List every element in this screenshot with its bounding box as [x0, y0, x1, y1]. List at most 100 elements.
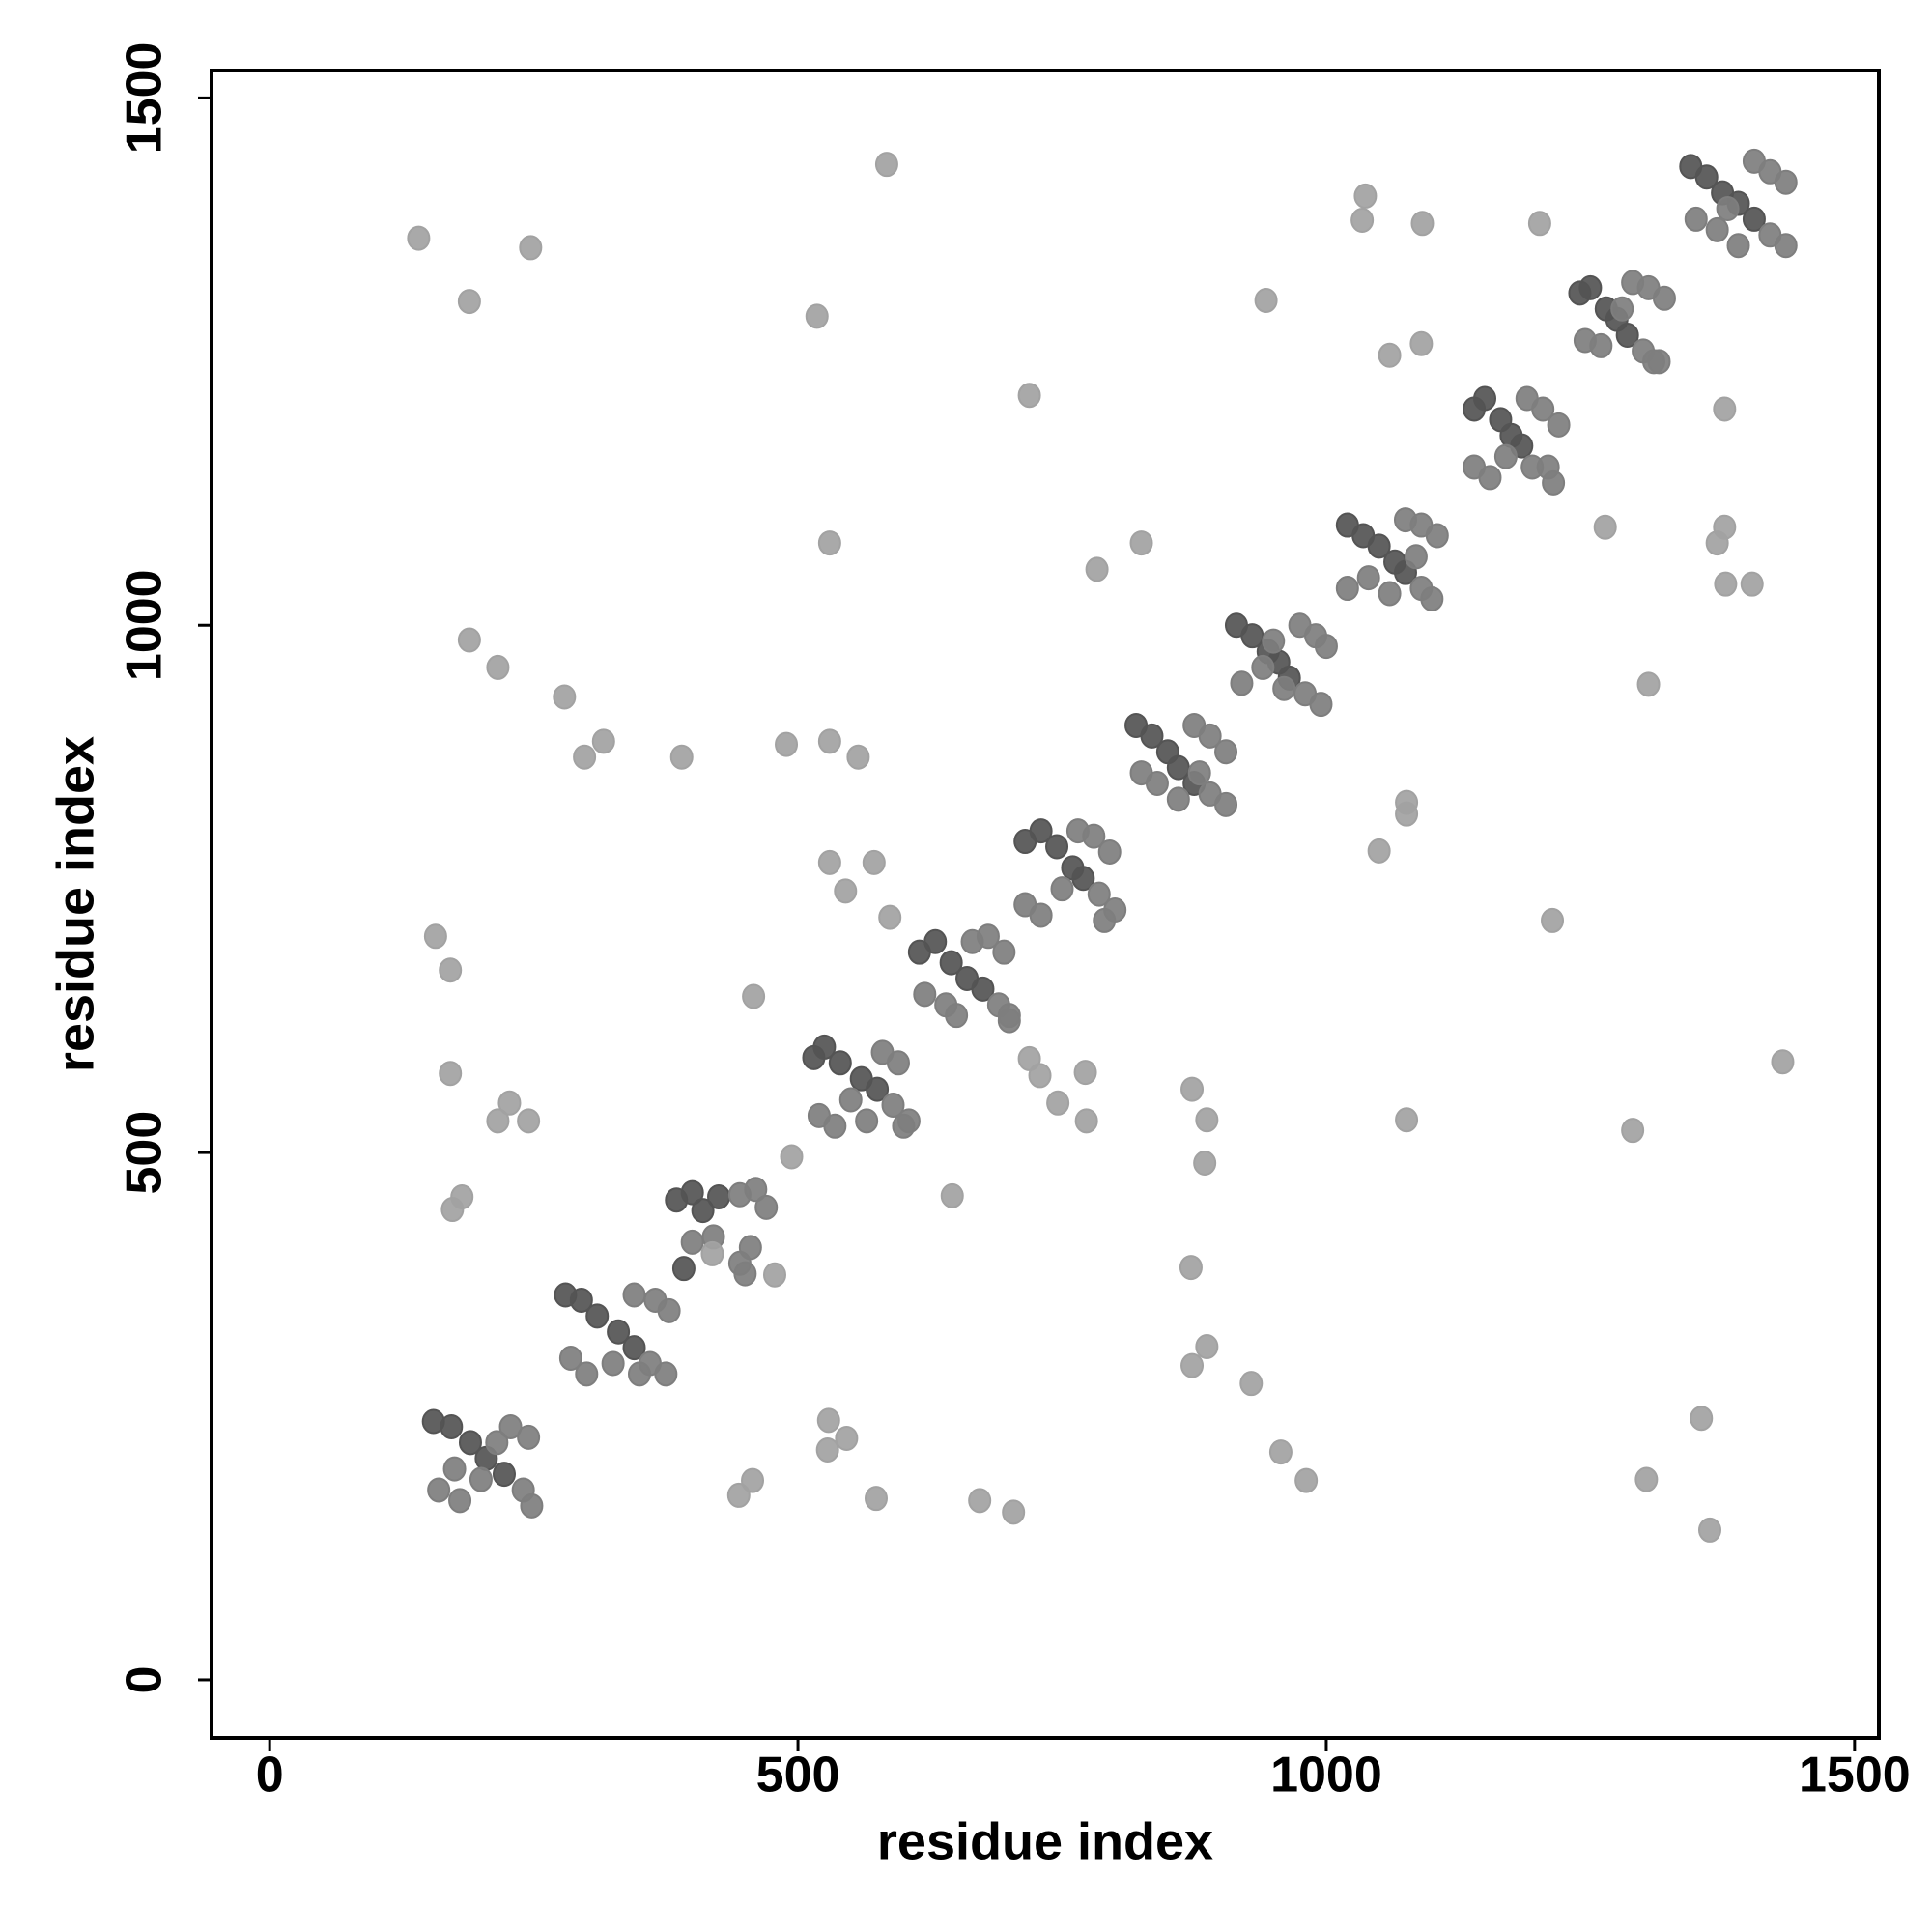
scatter-point [1589, 332, 1613, 358]
scatter-point [1694, 164, 1719, 190]
scatter-point [1029, 818, 1053, 844]
scatter-point [517, 1424, 541, 1450]
scatter-point [1262, 628, 1286, 654]
scatter-point [1193, 1151, 1217, 1177]
x-tick-label: 500 [756, 1747, 840, 1804]
scatter-point [1082, 823, 1106, 849]
scatter-point [1214, 739, 1238, 765]
scatter-point [997, 1003, 1021, 1029]
x-tick-label: 1500 [1799, 1747, 1911, 1804]
scatter-point [517, 1108, 541, 1134]
scatter-point [486, 1108, 510, 1134]
scatter-point [1071, 866, 1095, 892]
scatter-point [812, 1034, 837, 1060]
scatter-point [1410, 211, 1435, 237]
scatter-point [1214, 791, 1238, 817]
scatter-point [1527, 211, 1551, 237]
scatter-point [575, 1361, 599, 1387]
y-tick-label: 1000 [117, 569, 173, 681]
scatter-point [1180, 1352, 1205, 1378]
scatter-point [940, 1182, 964, 1208]
scatter-point [913, 981, 937, 1008]
scatter-point [1378, 581, 1402, 607]
scatter-point [1647, 349, 1671, 375]
scatter-point [427, 1477, 451, 1503]
scatter-point [1050, 876, 1074, 902]
scatter-point [1615, 323, 1639, 349]
scatter-point [1268, 1439, 1293, 1465]
scatter-point [726, 1482, 751, 1508]
scatter-point [1478, 465, 1502, 491]
scatter-point [457, 289, 481, 315]
scatter-point [1713, 514, 1737, 540]
scatter-point [1045, 834, 1069, 860]
scatter-point [1713, 396, 1737, 422]
scatter-point [497, 1090, 522, 1116]
scatter-point [886, 1050, 910, 1076]
scatter-point [968, 1488, 992, 1514]
scatter-point [448, 1488, 472, 1514]
scatter-point [744, 1177, 768, 1203]
scatter-point [754, 1194, 779, 1220]
scatter-point [1714, 571, 1738, 597]
scatter-point [945, 1003, 969, 1029]
scatter-point [1166, 786, 1190, 812]
scatter-point [519, 235, 543, 261]
scatter-point [1087, 881, 1111, 907]
scatter-point [1742, 206, 1766, 232]
scatter-point [1705, 216, 1729, 242]
scatter-point [874, 152, 898, 178]
scatter-point [892, 1113, 916, 1139]
scatter-point [1740, 571, 1764, 597]
scatter-point [1610, 296, 1634, 322]
scatter-point [1774, 233, 1798, 259]
scatter-point [1017, 383, 1041, 409]
scatter-point [846, 744, 870, 770]
scatter-point [1684, 206, 1708, 232]
scatter-point [439, 957, 463, 983]
scatter-point [805, 303, 829, 329]
scatter-point [834, 878, 858, 904]
scatter-point [1541, 907, 1565, 933]
scatter-point [1093, 907, 1117, 933]
scatter-point [601, 1350, 625, 1377]
scatter-point [823, 1113, 847, 1139]
scatter-point [976, 923, 1000, 950]
scatter-point [1309, 692, 1333, 718]
scatter-point [1771, 1049, 1795, 1075]
scatter-point [742, 983, 766, 1009]
scatter-point [1085, 556, 1109, 582]
scatter-point [1028, 1063, 1052, 1089]
scatter-point [1002, 1499, 1026, 1525]
scatter-point [657, 1297, 681, 1323]
scatter-point [1356, 565, 1380, 591]
scatter-point [992, 939, 1016, 965]
scatter-point [1179, 1255, 1203, 1281]
scatter-point [1542, 469, 1566, 496]
plot-frame [210, 69, 1881, 1740]
scatter-point [1314, 634, 1338, 660]
scatter-point [816, 1407, 840, 1434]
scatter-point [573, 744, 597, 770]
scatter-point [585, 1303, 610, 1329]
scatter-point [671, 1256, 696, 1282]
scatter-point [1074, 1108, 1098, 1134]
scatter-point [458, 1430, 482, 1456]
scatter-point [1473, 385, 1497, 412]
scatter-point [591, 728, 615, 754]
scatter-point [1272, 675, 1296, 701]
scatter-point [439, 1061, 463, 1087]
scatter-point [1129, 530, 1153, 556]
scatter-point [1254, 287, 1278, 313]
scatter-point [627, 1361, 651, 1387]
scatter-point [1198, 723, 1222, 749]
scatter-point [1353, 183, 1378, 209]
scatter-point [469, 1466, 493, 1492]
scatter-point [835, 1425, 859, 1451]
scatter-point [1335, 576, 1359, 602]
scatter-point [1378, 342, 1402, 368]
x-tick-label: 1000 [1270, 1747, 1382, 1804]
y-axis-title: residue index [46, 736, 104, 1072]
y-tick-label: 1500 [117, 43, 173, 155]
